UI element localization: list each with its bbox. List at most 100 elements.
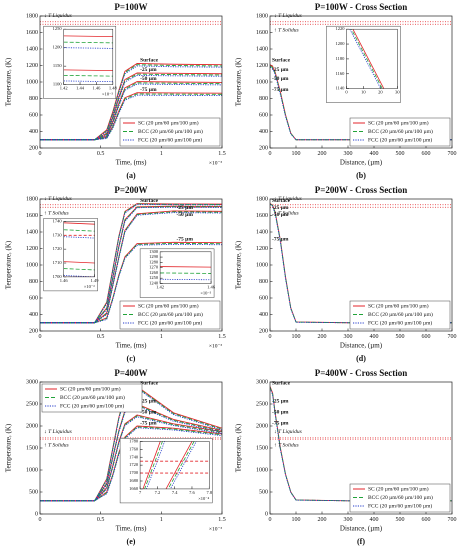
y-tick-label: 1400 bbox=[26, 46, 38, 52]
inset: 7 7.2 7.4 7.6 7.8 1660 1680 1700 1720 1740 1760 178… bbox=[119, 438, 213, 504]
legend-box bbox=[119, 117, 221, 147]
y-tick-label: 400 bbox=[29, 129, 38, 135]
y-tick-label: 1780 bbox=[129, 438, 139, 443]
temperature-line bbox=[63, 222, 95, 225]
y-tick-label: 1600 bbox=[256, 30, 268, 36]
temperature-line bbox=[40, 72, 222, 141]
legend: SC (20 µm/60 µm/100 µm) BCC (20 µm/60 µm/… bbox=[349, 117, 451, 147]
plot-frame bbox=[39, 381, 223, 515]
legend-label: BCC (20 µm/60 µm/100 µm) bbox=[138, 128, 203, 135]
y-tick-label: 1760 bbox=[129, 446, 139, 451]
plot-lines bbox=[160, 266, 212, 281]
legend-label: SC (20 µm/60 µm/100 µm) bbox=[368, 302, 429, 309]
y-tick-label: 1160 bbox=[336, 71, 346, 76]
x-tick-label: 7 bbox=[139, 490, 142, 495]
plot-lines bbox=[349, 29, 385, 89]
line-label: Surface bbox=[272, 58, 291, 64]
plot-lines bbox=[40, 385, 222, 502]
y-tick-label: 1740 bbox=[129, 454, 139, 459]
y-tick-label: 2000 bbox=[256, 423, 268, 429]
inset-frame bbox=[63, 28, 114, 85]
solidus-label: ↑ T Solidus bbox=[44, 211, 69, 217]
y-tick-label: 1600 bbox=[26, 30, 38, 36]
line-label: -25 µm bbox=[272, 67, 289, 73]
line-label: -75 µm bbox=[272, 237, 289, 243]
line-label: Surface bbox=[272, 198, 291, 204]
chart-title: P=200W bbox=[114, 185, 147, 195]
y-tick-label: 1200 bbox=[26, 246, 38, 252]
inset-frame bbox=[63, 221, 95, 278]
y-tick-label: 1150 bbox=[53, 63, 63, 68]
x-tick-label: 1.46 bbox=[92, 86, 101, 91]
panel-caption: (f) bbox=[357, 537, 365, 546]
y-axis-label: Temperature, (K) bbox=[5, 57, 13, 106]
temperature-line bbox=[40, 387, 222, 502]
inset-frame bbox=[159, 251, 212, 284]
panel: P=400W 0 0.5 1 1.5 0 500 1000 1500 2000 2500 3000 ↓ … bbox=[5, 368, 226, 546]
plot-area bbox=[160, 251, 212, 284]
x-tick-label: 0 bbox=[39, 334, 42, 340]
x-tick-label: 1 bbox=[160, 334, 163, 340]
y-tick-label: 1180 bbox=[336, 56, 346, 61]
y-tick-label: 600 bbox=[259, 112, 268, 118]
x-tick-label: 1.42 bbox=[60, 86, 68, 91]
y-tick-label: 1100 bbox=[53, 82, 63, 87]
legend-box bbox=[349, 483, 451, 513]
line-label: Surface bbox=[272, 381, 291, 387]
inset-frame bbox=[346, 28, 398, 89]
x-tick-label: 700 bbox=[448, 151, 457, 157]
x-tick-label: 1.42 bbox=[156, 285, 164, 290]
inset-x-exponent: ×10⁻⁴ bbox=[198, 496, 209, 501]
y-tick-label: 1200 bbox=[335, 41, 345, 46]
y-tick-label: 1250 bbox=[149, 275, 159, 280]
x-tick-label: 400 bbox=[370, 151, 379, 157]
y-tick-label: 500 bbox=[259, 489, 268, 495]
y-tick-label: 1500 bbox=[256, 445, 268, 451]
inset: 1.42 1.44 1.46 1.48 1100 1150 1200 1250 ×10⁻³ bbox=[43, 25, 117, 99]
temperature-line bbox=[63, 268, 95, 271]
y-tick-label: 2500 bbox=[256, 401, 268, 407]
plot-lines bbox=[63, 35, 113, 83]
line-label: -75 µm bbox=[272, 420, 289, 426]
y-tick-label: 1800 bbox=[256, 13, 268, 19]
chart-title: P=100W - Cross Section bbox=[315, 2, 408, 12]
y-tick-label: 1800 bbox=[26, 13, 38, 19]
plot-frame bbox=[269, 198, 453, 332]
y-tick-label: 800 bbox=[259, 279, 268, 285]
legend-label: FCC (20 µm/60 µm/100 µm) bbox=[368, 136, 432, 143]
x-tick-label: 7.4 bbox=[172, 490, 178, 495]
y-tick-label: 1800 bbox=[256, 196, 268, 202]
y-tick-label: 1200 bbox=[53, 45, 63, 50]
x-tick-label: 0 bbox=[39, 151, 42, 157]
temperature-line bbox=[63, 229, 95, 232]
y-tick-label: 1200 bbox=[256, 246, 268, 252]
solidus-label: ↑ T Solidus bbox=[274, 211, 299, 217]
y-tick-label: 600 bbox=[259, 295, 268, 301]
line-label: Surface bbox=[140, 381, 159, 387]
x-tick-label: 1.5 bbox=[218, 334, 226, 340]
inset: 1.46 1.49 1700 1710 1720 1730 1740 ×10⁻³ bbox=[43, 218, 99, 292]
temperature-line bbox=[40, 65, 222, 141]
line-label: -50 µm bbox=[272, 212, 289, 218]
x-axis-label: Time, (ms) bbox=[116, 159, 148, 167]
x-tick-label: 200 bbox=[318, 151, 327, 157]
y-tick-label: 1200 bbox=[26, 63, 38, 69]
x-tick-label: 1.44 bbox=[76, 86, 85, 91]
plot-area bbox=[63, 29, 113, 85]
x-tick-label: 7.8 bbox=[206, 490, 212, 495]
plot-lines bbox=[63, 222, 95, 277]
chart-title: P=400W - Cross Section bbox=[315, 368, 408, 378]
temperature-line bbox=[63, 41, 113, 44]
y-tick-label: 800 bbox=[29, 279, 38, 285]
x-axis-label: Time, (ms) bbox=[116, 342, 148, 350]
plot-area bbox=[346, 29, 398, 89]
plot-lines bbox=[270, 203, 452, 324]
line-label: -25 µm bbox=[176, 205, 193, 211]
x-tick-label: 200 bbox=[318, 517, 327, 523]
temperature-line bbox=[40, 241, 222, 324]
y-tick-label: 1000 bbox=[26, 262, 38, 268]
